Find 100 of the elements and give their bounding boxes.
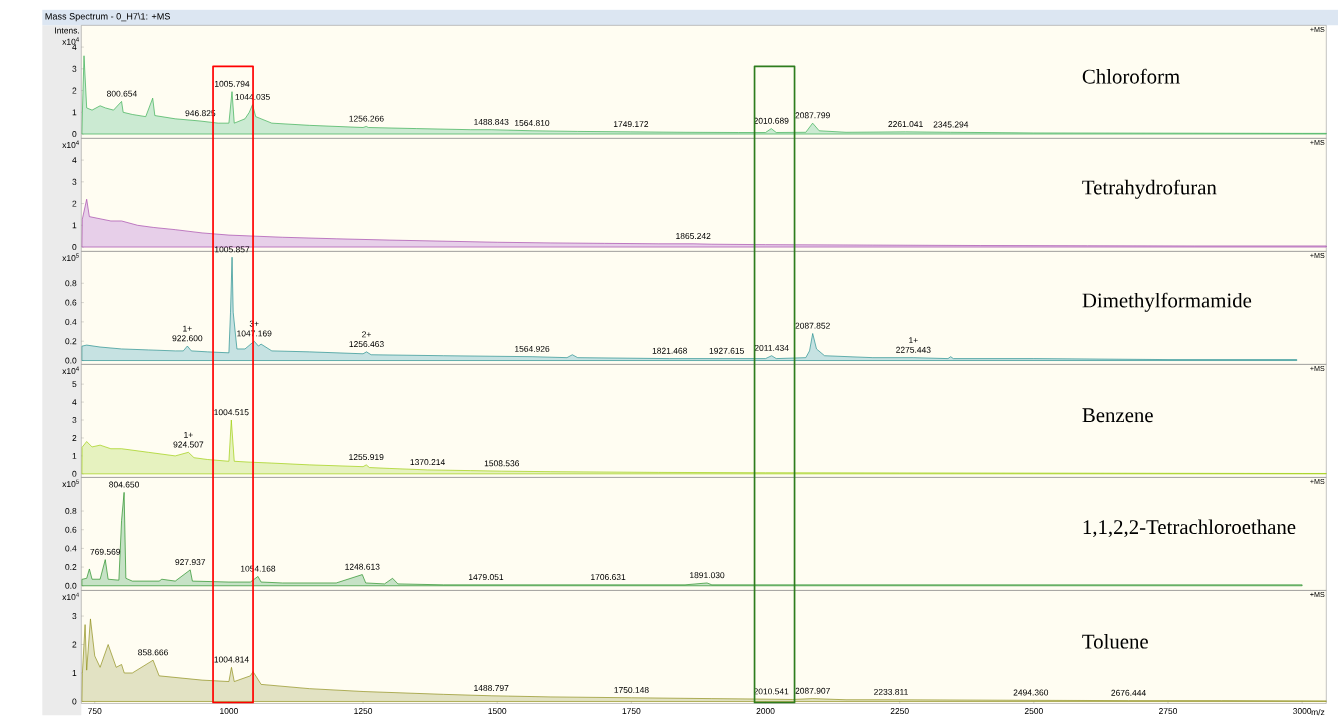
annotation: 1370.214 [410, 459, 445, 466]
y-tick-label: 0.4 [65, 545, 77, 552]
annotation: 1865.242 [676, 232, 711, 239]
y-tick-label: 0.6 [65, 526, 77, 533]
annotation: 804.650 [109, 481, 140, 488]
annotation: 2261.041 [888, 121, 923, 127]
y-axis-title: x10$^{4}$ [62, 140, 79, 148]
annotation: 1005.794 [215, 80, 250, 87]
annotation: 1255.919 [349, 454, 384, 460]
annotation: 2011.434 [754, 344, 789, 351]
x-tick-label: 2750 [1159, 708, 1178, 714]
annotation: 1479.051 [468, 573, 504, 580]
annotation: 1488.843 [474, 118, 509, 125]
y-tick-label: 3 [72, 178, 77, 185]
annotation: 1+ [183, 325, 192, 332]
x-tick-label: 3000 [1293, 708, 1312, 714]
y-axis-title: x10$^{5}$ [62, 253, 79, 261]
text: 1,1,2,2-Tetrachloroethane [1083, 519, 1296, 538]
annotation: 2087.799 [795, 112, 830, 119]
annotation: 2494.360 [1013, 689, 1049, 696]
x-tick-label: 1000 [220, 708, 238, 714]
y-tick-label: 2 [72, 200, 77, 207]
x-tick-label: 2000 [756, 708, 775, 714]
y-tick-label: 4 [72, 157, 77, 163]
x-tick-label: 2500 [1024, 708, 1043, 714]
annotation: 1248.613 [345, 563, 380, 570]
text: Dimethylformamide [1082, 292, 1252, 312]
y-tick-label: 0.4 [65, 318, 77, 325]
x-tick-label: 1250 [354, 708, 373, 714]
annotation: 1821.468 [652, 347, 687, 354]
y-tick-label: 3 [72, 613, 77, 619]
y-tick-label: 0.2 [65, 564, 77, 571]
annotation: 1564.810 [515, 119, 550, 126]
x-tick-label: 1750 [622, 708, 641, 714]
annotation: 1508.536 [484, 460, 520, 467]
annotation: 2087.907 [795, 687, 830, 694]
text: Toluene [1082, 633, 1148, 649]
y-tick-label: 0.8 [65, 508, 77, 514]
y-tick-label: 2 [72, 87, 77, 94]
x-axis-title: m/z [1311, 708, 1325, 716]
annotation: 1750.148 [614, 686, 649, 693]
y-axis-title: x10$^{5}$ [62, 479, 79, 487]
y-tick-label: 1 [72, 670, 77, 676]
y-tick-label: 0.8 [65, 280, 77, 287]
text: Chloroform [1082, 68, 1180, 84]
annotation: 924.507 [173, 441, 204, 448]
annotation: 858.666 [138, 649, 168, 656]
x-tick-label: 750 [88, 708, 102, 714]
y-tick-label: 5 [72, 381, 77, 388]
y-tick-label: 2 [72, 641, 77, 648]
annotation: 1891.030 [690, 572, 725, 579]
y-tick-label: 0 [72, 243, 77, 250]
annotation: 769.569 [90, 548, 121, 555]
y-tick-label: 0 [72, 130, 77, 137]
x-tick-label: 2250 [890, 708, 909, 714]
annotation: 1+ [909, 337, 918, 344]
annotation: 1256.266 [349, 115, 384, 122]
annotation: 1+ [184, 431, 193, 438]
annotation: 1005.857 [215, 246, 250, 253]
annotation: 1564.926 [515, 345, 550, 352]
y-tick-label: 4 [72, 44, 77, 50]
text: Benzene [1082, 408, 1153, 423]
y-tick-label: 0.0 [65, 357, 77, 364]
chart-title: Mass Spectrum - 0_H7\1: +MS [45, 12, 170, 22]
y-tick-label: 0 [72, 470, 77, 477]
text: Tetrahydrofuran [1082, 179, 1217, 199]
y-tick-label: 1 [72, 109, 77, 116]
annotation: 2676.444 [1111, 689, 1146, 696]
y-tick-label: 4 [72, 399, 77, 405]
annotation: 922.600 [172, 335, 203, 342]
y-tick-label: 0.2 [65, 338, 77, 345]
y-tick-label: 1 [72, 452, 77, 459]
annotation: 2010.541 [753, 688, 789, 695]
y-axis-title: x10$^{4}$ [62, 592, 79, 601]
annotation: 1488.797 [474, 684, 509, 691]
y-axis-title: x10$^{4}$ [62, 37, 79, 45]
annotation: 1004.515 [214, 409, 249, 416]
annotation: 2010.689 [754, 117, 789, 124]
annotation: 2233.811 [874, 688, 908, 695]
annotation: 2275.443 [896, 346, 931, 353]
y-tick-label: 1 [72, 222, 77, 229]
text: Intens. [55, 27, 79, 34]
y-tick-label: 2 [72, 434, 77, 441]
annotation: 1927.615 [709, 347, 744, 354]
annotation: 2+ [362, 331, 371, 338]
y-tick-label: 0 [72, 698, 77, 705]
x-tick-label: 1500 [488, 708, 507, 714]
annotation: 2087.852 [795, 322, 830, 329]
annotation: 800.654 [107, 90, 137, 97]
annotation: 2345.294 [933, 121, 969, 128]
y-tick-label: 0.0 [65, 582, 77, 589]
annotation: 1004.814 [214, 656, 249, 663]
y-tick-label: 0.6 [65, 299, 77, 306]
y-tick-label: 3 [72, 416, 77, 423]
y-axis-title: x10$^{4}$ [62, 366, 79, 374]
annotation: 1256.463 [349, 340, 384, 347]
annotation: 927.937 [175, 559, 206, 566]
annotation: 1706.631 [591, 573, 626, 580]
y-tick-label: 3 [72, 65, 77, 72]
annotation: 1749.172 [613, 121, 649, 127]
